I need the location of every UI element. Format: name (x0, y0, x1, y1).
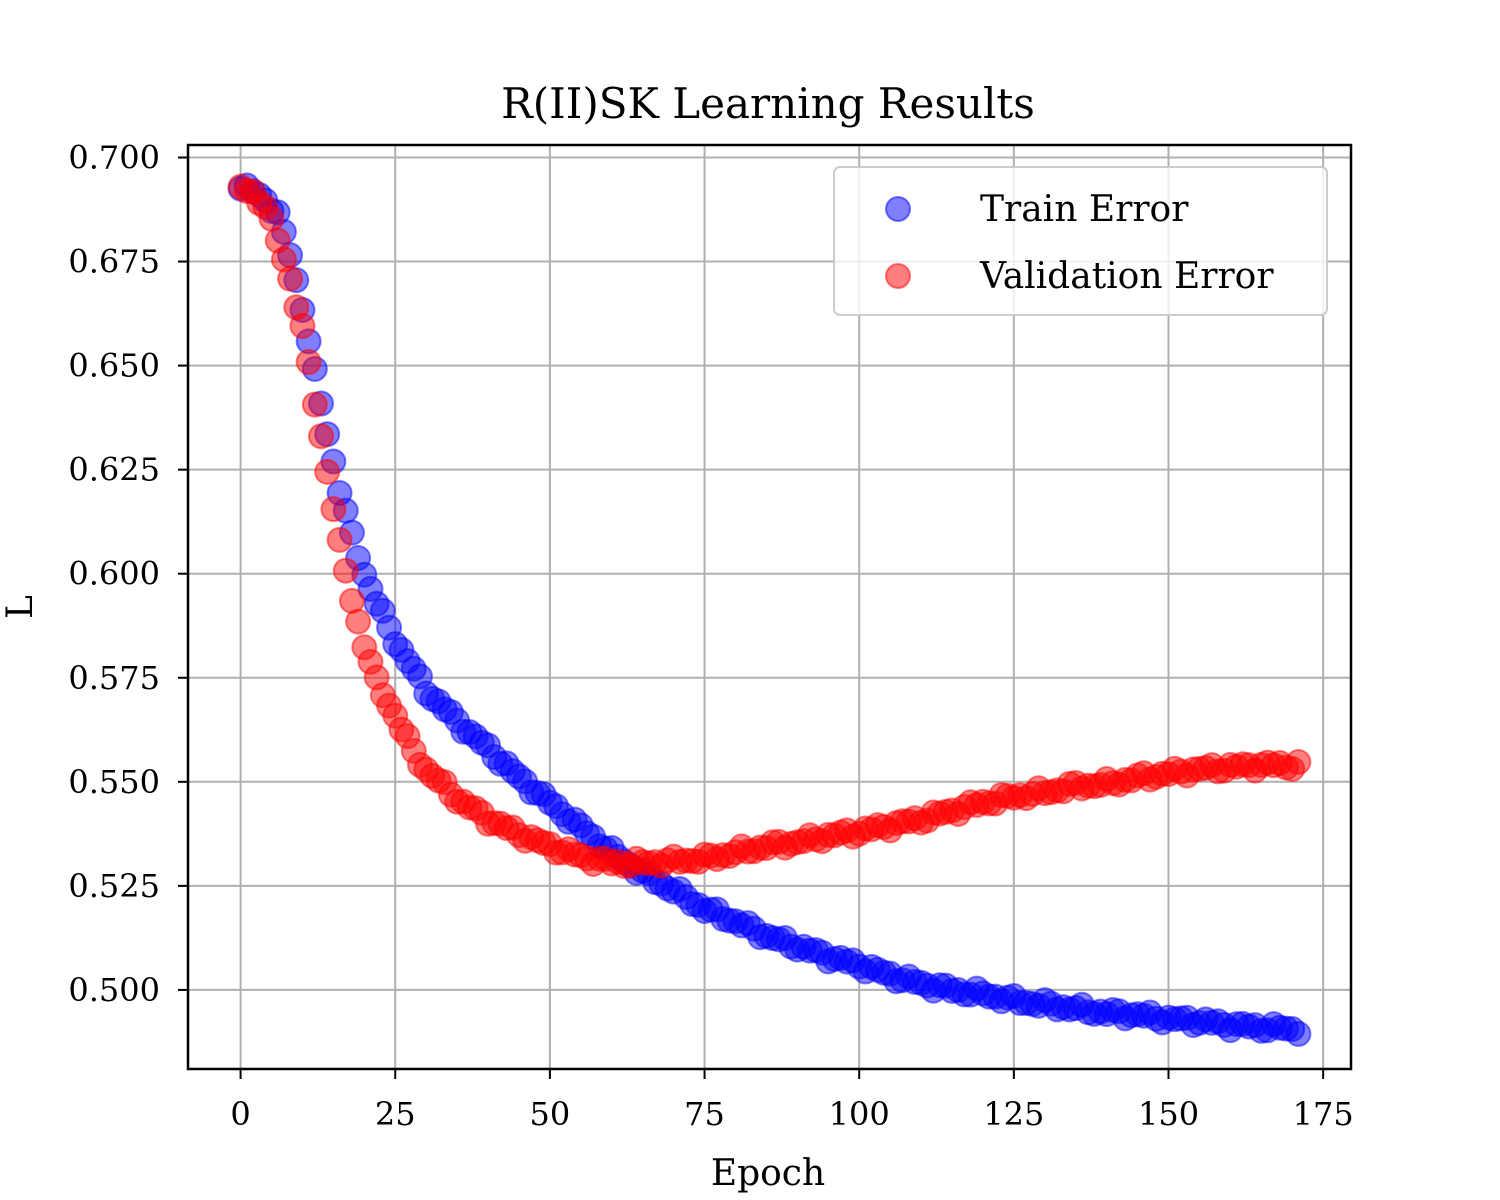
y-tick-label: 0.625 (68, 451, 160, 489)
validation-error-point (320, 496, 347, 523)
validation-error-point (1285, 748, 1312, 775)
validation-error-point (258, 205, 285, 232)
validation-error-point (277, 265, 304, 292)
validation-error-point (314, 458, 341, 485)
x-tick-label: 0 (230, 1095, 250, 1133)
x-tick-label: 175 (1293, 1095, 1354, 1133)
y-tick-label: 0.500 (68, 971, 160, 1009)
data-points (227, 172, 1312, 1047)
validation-error-point (332, 557, 359, 584)
x-tick-label: 25 (375, 1095, 416, 1133)
y-tick-label: 0.600 (68, 555, 160, 593)
y-tick-label: 0.675 (68, 243, 160, 281)
x-axis-label: Epoch (711, 1153, 825, 1194)
validation-error-point (289, 312, 316, 339)
y-tick-label: 0.550 (68, 763, 160, 801)
x-tick-label: 50 (530, 1095, 571, 1133)
legend-box (833, 166, 1328, 316)
x-tick-label: 100 (829, 1095, 890, 1133)
axis-ticks: 0 25 50 75 100 125 150 175 0.500 0.525 0.550 0.575 0… (68, 138, 1353, 1133)
plot-frame (186, 143, 1353, 1071)
legend-label-train: Train Error (980, 189, 1189, 230)
validation-error-point (308, 423, 334, 450)
x-tick-label: 125 (983, 1095, 1044, 1133)
validation-error-point (295, 349, 322, 376)
x-tick-label: 75 (684, 1095, 725, 1133)
validation-error-point (326, 526, 353, 553)
validation-error-point (301, 391, 328, 418)
validation-error-point (345, 608, 372, 635)
x-tick-label: 150 (1138, 1095, 1199, 1133)
y-tick-label: 0.650 (68, 347, 160, 385)
train-error-point (1285, 1020, 1312, 1047)
legend-marker-validation (885, 263, 911, 289)
y-axis-label: L (0, 595, 41, 619)
y-tick-label: 0.575 (68, 659, 160, 697)
y-tick-label: 0.525 (68, 867, 160, 905)
chart-title: R(II)SK Learning Results (501, 79, 1035, 128)
legend-label-validation: Validation Error (979, 256, 1274, 297)
legend-marker-train (885, 196, 911, 222)
legend: Train Error Validation Error (833, 166, 1328, 316)
y-tick-label: 0.700 (68, 138, 160, 176)
